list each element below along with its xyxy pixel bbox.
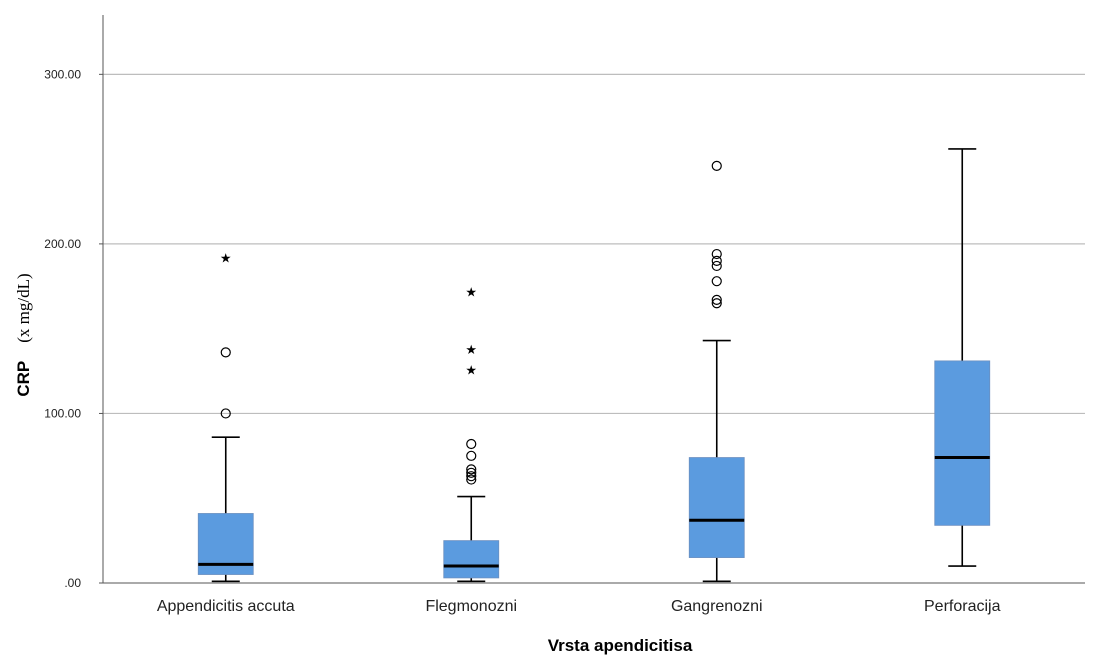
outlier-point — [466, 438, 477, 450]
box-plots: ★ ★ ★ ★ — [197, 148, 991, 583]
outlier-point — [711, 160, 722, 172]
axes — [99, 15, 1085, 584]
y-axis-tick-labels: .00 100.00 200.00 300.00 — [44, 67, 81, 590]
x-category-label: Flegmonozni — [425, 598, 517, 615]
extreme-point: ★ — [465, 343, 477, 358]
y-axis-title: CRP (x mg/dL) — [14, 273, 33, 396]
y-axis-title-unit: (x mg/dL) — [14, 273, 33, 342]
outlier-point — [711, 276, 722, 287]
x-category-label: Perforacija — [924, 598, 1001, 615]
y-tick-label: .00 — [64, 576, 81, 590]
outlier-point — [711, 298, 722, 309]
outlier-point — [711, 260, 722, 272]
outlier-point — [466, 467, 477, 478]
outlier-point — [466, 464, 477, 475]
y-tick-label: 100.00 — [44, 406, 81, 420]
x-axis-title: Vrsta apendicitisa — [548, 636, 693, 655]
outlier-point — [711, 255, 722, 266]
outlier-point — [466, 471, 477, 482]
box-gangrenozni — [688, 160, 745, 583]
box-perforacija — [934, 148, 991, 567]
grid-lines — [103, 73, 1085, 415]
svg-text:CRP (x mg/dL): CRP (x mg/dL) — [14, 273, 33, 396]
extreme-point: ★ — [220, 251, 232, 266]
outlier-point — [711, 248, 722, 260]
outlier-point — [711, 294, 722, 305]
extreme-point: ★ — [465, 363, 477, 378]
box-appendicitis-accuta: ★ — [197, 251, 254, 583]
x-axis-category-labels: Appendicitis accuta Flegmonozni Gangrenozn… — [157, 598, 1001, 615]
y-axis-title-main: CRP — [14, 361, 33, 397]
iqr-box — [443, 540, 500, 579]
x-category-label: Appendicitis accuta — [157, 598, 295, 615]
y-tick-label: 300.00 — [44, 67, 81, 81]
iqr-box — [688, 457, 745, 558]
extreme-point: ★ — [465, 285, 477, 300]
y-tick-label: 200.00 — [44, 237, 81, 251]
outlier-point — [466, 450, 477, 461]
box-flegmonozni: ★ ★ ★ — [443, 285, 500, 583]
outlier-point — [466, 474, 477, 485]
x-category-label: Gangrenozni — [671, 598, 763, 615]
iqr-box — [934, 360, 991, 526]
outlier-point — [220, 408, 231, 419]
outlier-point — [220, 347, 231, 358]
